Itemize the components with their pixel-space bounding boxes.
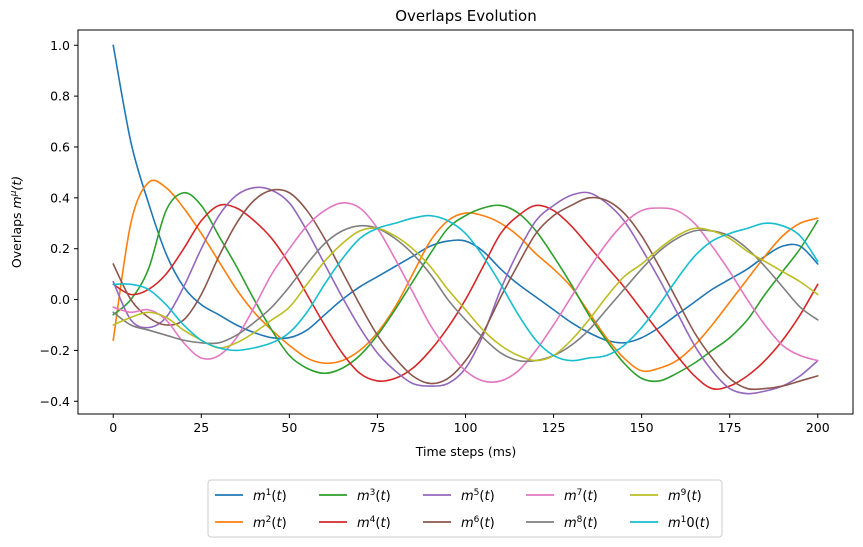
y-axis-label-tail: (t) (9, 176, 24, 191)
y-axis-ticks: −0.4 −0.2 0.0 0.2 0.4 0.6 0.8 1.0 (40, 38, 78, 409)
y-tick-label: 0.8 (50, 89, 70, 104)
legend-label-8: m8(t) (564, 515, 598, 531)
series-line-9 (112, 227, 819, 362)
x-tick-label: 0 (109, 420, 117, 435)
series-line-7 (112, 202, 819, 384)
legend-label-4: m4(t) (357, 515, 391, 531)
y-tick-label: 0.0 (50, 292, 70, 307)
y-tick-label: 1.0 (50, 38, 70, 53)
series-line-8 (112, 224, 819, 363)
series-line-3 (112, 191, 819, 383)
series-line-2 (112, 179, 819, 373)
y-tick-label: −0.4 (40, 394, 70, 409)
legend-label-10: m10(t) (668, 515, 710, 531)
y-axis-label-sup: μ (9, 190, 19, 197)
plot-area: 0 25 50 75 100 125 150 175 200 −0.4 −0.2 0.0 0.2 0.4… (40, 29, 854, 435)
series-lines (112, 44, 819, 395)
x-tick-label: 125 (542, 420, 566, 435)
y-axis-label: Overlaps mμ(t) (9, 176, 24, 268)
chart-title: Overlaps Evolution (395, 7, 536, 25)
x-axis-label: Time steps (ms) (415, 444, 517, 459)
legend-label-1: m1(t) (253, 488, 287, 504)
y-tick-label: 0.6 (50, 139, 70, 154)
legend: m1(t) m2(t) m3(t) m4(t) m5(t) m6(t) m7(t) m8(t)… (207, 479, 723, 538)
series-line-5 (112, 186, 819, 395)
y-axis-label-base: Overlaps (9, 208, 24, 268)
x-tick-label: 75 (369, 420, 385, 435)
x-axis-ticks: 0 25 50 75 100 125 150 175 200 (109, 414, 830, 435)
series-line-1 (112, 44, 819, 344)
x-tick-label: 175 (718, 420, 742, 435)
legend-label-2: m2(t) (253, 515, 287, 531)
series-line-6 (112, 188, 819, 391)
x-tick-label: 150 (630, 420, 654, 435)
legend-label-5: m5(t) (461, 488, 495, 504)
legend-label-7: m7(t) (564, 488, 598, 504)
series-line-10 (112, 214, 819, 362)
x-tick-label: 200 (806, 420, 830, 435)
y-tick-label: 0.4 (50, 190, 70, 205)
legend-label-9: m9(t) (668, 488, 702, 504)
series-line-4 (112, 203, 819, 390)
legend-label-6: m6(t) (461, 515, 495, 531)
legend-label-3: m3(t) (357, 488, 391, 504)
x-tick-label: 50 (281, 420, 297, 435)
y-axis-label-var: m (9, 196, 24, 208)
x-tick-label: 25 (193, 420, 209, 435)
y-tick-label: −0.2 (40, 343, 70, 358)
x-tick-label: 100 (454, 420, 478, 435)
y-tick-label: 0.2 (50, 241, 70, 256)
